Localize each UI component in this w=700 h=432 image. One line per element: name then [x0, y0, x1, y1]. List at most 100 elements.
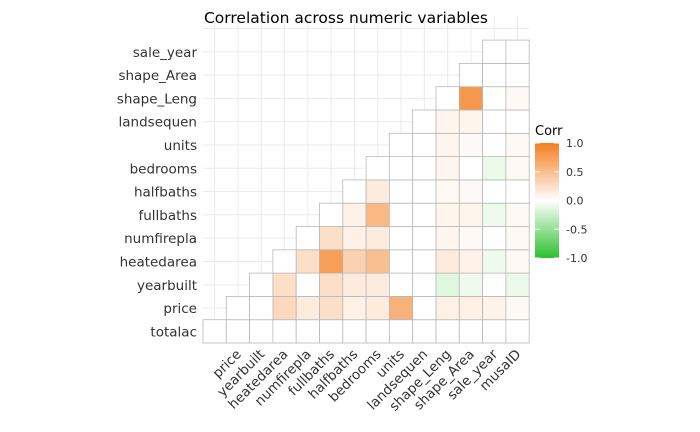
- x-tick-labels: priceyearbuiltheatedareanumfireplafullba…: [210, 346, 525, 414]
- heatmap-cell: [319, 272, 344, 297]
- heatmap-cell: [482, 272, 507, 297]
- heatmap-cell: [249, 319, 274, 344]
- heatmap-cell: [435, 319, 460, 344]
- heatmap-cell: [412, 132, 437, 158]
- heatmap-cell: [505, 249, 530, 274]
- heatmap-cell: [458, 156, 483, 181]
- heatmap-cell: [319, 226, 344, 251]
- heatmap-cell: [458, 295, 483, 321]
- heatmap-cell: [482, 202, 507, 227]
- heatmap-cell: [435, 272, 460, 297]
- y-tick-label: heatedarea: [120, 254, 197, 270]
- heatmap-cell: [435, 156, 460, 181]
- heatmap-cell: [272, 295, 297, 321]
- heatmap-cell: [388, 319, 414, 344]
- heatmap-cell: [505, 109, 530, 134]
- legend-ticks: 1.0 0.5 0.0 -0.5 -1.0: [535, 137, 587, 265]
- heatmap-cell: [295, 249, 320, 274]
- heatmap-cell: [505, 226, 530, 251]
- heatmap-cell: [388, 226, 414, 251]
- y-tick-label: bedrooms: [130, 161, 197, 177]
- heatmap-cell: [249, 272, 274, 297]
- heatmap-cell: [319, 319, 344, 344]
- heatmap-cell: [458, 132, 483, 158]
- heatmap-cell: [458, 109, 483, 134]
- heatmap-cell: [295, 272, 320, 297]
- y-tick-label: yearbuilt: [137, 278, 197, 294]
- heatmap-cell: [482, 179, 507, 204]
- heatmap-cell: [342, 226, 367, 251]
- heatmap-cell: [295, 319, 320, 344]
- heatmap-cell: [365, 202, 390, 227]
- heatmap-cell: [272, 272, 297, 297]
- heatmap-cell: [435, 226, 460, 251]
- heatmap-cell: [505, 179, 530, 204]
- heatmap-cells: [202, 39, 530, 344]
- heatmap-cell: [342, 179, 367, 204]
- heatmap-cell: [342, 249, 367, 274]
- legend-tick-label: 0.5: [566, 166, 584, 179]
- heatmap-cell: [412, 319, 437, 344]
- heatmap-cell: [458, 249, 483, 274]
- heatmap-cell: [412, 109, 437, 134]
- heatmap-cell: [482, 156, 507, 181]
- legend: Corr 1.0 0.5 0.0 -0.5 -1.0: [535, 124, 587, 265]
- heatmap-cell: [505, 63, 530, 88]
- y-tick-label: totalac: [150, 324, 197, 340]
- heatmap-cell: [342, 202, 367, 227]
- y-tick-label: price: [163, 301, 197, 317]
- heatmap-cell: [458, 179, 483, 204]
- heatmap-cell: [365, 156, 390, 181]
- heatmap-cell: [365, 226, 390, 251]
- heatmap-cell: [342, 272, 367, 297]
- heatmap-cell: [365, 295, 390, 321]
- heatmap-cell: [482, 109, 507, 134]
- heatmap-cell: [482, 132, 507, 158]
- y-tick-label: units: [164, 138, 197, 154]
- legend-tick-label: -0.5: [566, 223, 587, 236]
- heatmap-cell: [202, 319, 227, 344]
- heatmap-cell: [458, 202, 483, 227]
- heatmap-cell: [412, 202, 437, 227]
- legend-title: Corr: [535, 124, 563, 139]
- heatmap-cell: [295, 295, 320, 321]
- heatmap-cell: [412, 226, 437, 251]
- heatmap-cell: [435, 132, 460, 158]
- legend-tick-label: 0.0: [566, 195, 584, 208]
- heatmap-cell: [249, 295, 274, 321]
- heatmap-cell: [505, 295, 530, 321]
- y-tick-labels: totalac price yearbuilt heatedarea numfirepl…: [117, 45, 198, 341]
- heatmap-cell: [482, 249, 507, 274]
- heatmap-cell: [435, 295, 460, 321]
- heatmap-cell: [365, 272, 390, 297]
- heatmap-cell: [505, 202, 530, 227]
- heatmap-cell: [319, 249, 344, 274]
- heatmap-cell: [505, 86, 530, 111]
- heatmap-cell: [388, 249, 414, 274]
- heatmap-cell: [225, 319, 251, 344]
- heatmap-cell: [482, 39, 507, 64]
- chart-title: Correlation across numeric variables: [204, 9, 488, 27]
- heatmap-cell: [365, 179, 390, 204]
- heatmap-cell: [272, 249, 297, 274]
- y-tick-label: fullbaths: [138, 208, 197, 224]
- heatmap-cell: [388, 132, 414, 158]
- heatmap-cell: [505, 132, 530, 158]
- heatmap-cell: [388, 202, 414, 227]
- heatmap-cell: [482, 226, 507, 251]
- legend-tick-label: 1.0: [566, 137, 584, 150]
- heatmap-cell: [412, 249, 437, 274]
- heatmap-cell: [295, 226, 320, 251]
- heatmap-cell: [225, 295, 251, 321]
- heatmap-cell: [412, 156, 437, 181]
- heatmap-cell: [435, 179, 460, 204]
- heatmap-cell: [272, 319, 297, 344]
- legend-tick-label: -1.0: [566, 252, 587, 265]
- heatmap-cell: [365, 319, 390, 344]
- heatmap-cell: [482, 295, 507, 321]
- heatmap-cell: [458, 272, 483, 297]
- heatmap-cell: [388, 295, 414, 321]
- y-tick-label: shape_Area: [118, 68, 197, 84]
- heatmap-cell: [435, 202, 460, 227]
- heatmap-cell: [482, 86, 507, 111]
